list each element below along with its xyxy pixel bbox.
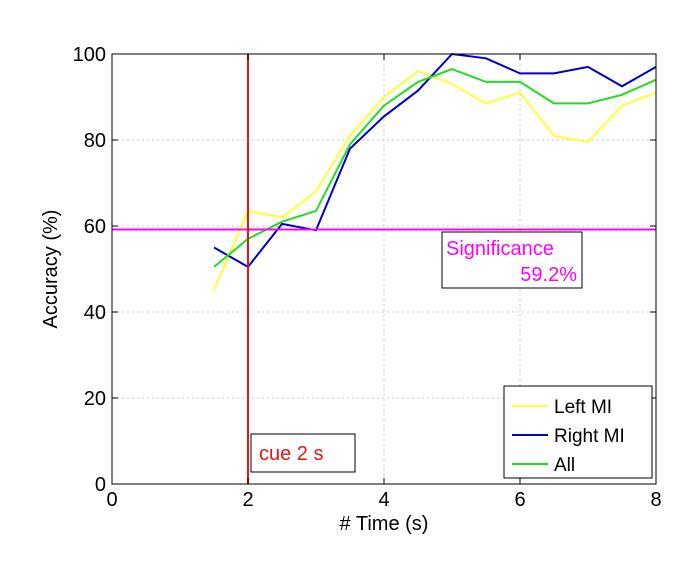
series-line-all <box>213 68 657 268</box>
legend-label: All <box>554 455 575 476</box>
significance-label: Significance <box>446 238 554 260</box>
x-axis-label: # Time (s) <box>340 513 429 535</box>
cue-box <box>250 433 356 473</box>
legend-box <box>503 385 653 479</box>
cue-annotation: cue 2 s <box>250 433 356 473</box>
significance-annotation: Significance 59.2% <box>441 231 583 289</box>
x-tick-label: 8 <box>650 489 661 511</box>
x-tick-label: 6 <box>514 489 525 511</box>
x-tick-label: 4 <box>378 489 389 511</box>
y-tick-label: 80 <box>84 130 106 152</box>
y-tick-label: 100 <box>73 44 106 66</box>
legend-label: Left MI <box>554 397 612 418</box>
y-tick-label: 0 <box>95 474 106 496</box>
y-tick-label: 20 <box>84 388 106 410</box>
legend-label: Right MI <box>554 426 625 447</box>
cue-label: cue 2 s <box>259 443 323 465</box>
series-lines <box>213 52 657 291</box>
series-line-right-mi <box>213 52 657 269</box>
reference-lines <box>112 54 656 484</box>
y-axis-label: Accuracy (%) <box>40 210 62 329</box>
series-line-left-mi <box>213 70 657 291</box>
y-tick-label: 60 <box>84 216 106 238</box>
significance-value: 59.2% <box>520 264 577 286</box>
x-tick-label: 0 <box>106 489 117 511</box>
x-tick-label: 2 <box>242 489 253 511</box>
significance-box <box>441 231 583 289</box>
y-tick-label: 40 <box>84 302 106 324</box>
legend: Left MI Right MI All <box>503 385 653 479</box>
